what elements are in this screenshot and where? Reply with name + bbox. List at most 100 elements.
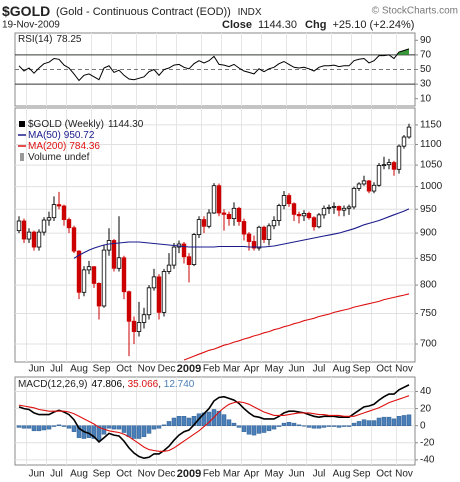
histogram-bar <box>371 420 377 426</box>
x-tick-label: May <box>265 469 284 480</box>
y-tick-label: 90 <box>420 35 432 46</box>
histogram-bar <box>186 417 192 426</box>
histogram-bar <box>266 425 272 432</box>
histogram-bar <box>56 424 62 426</box>
histogram-bar <box>66 425 72 429</box>
y-tick-label: 700 <box>420 339 437 350</box>
x-tick-label: 2009 <box>177 363 201 375</box>
candle-body <box>311 217 317 228</box>
candle-body <box>101 249 107 307</box>
histogram-bar <box>381 416 387 426</box>
histogram-bar <box>86 425 92 438</box>
legend-value: 784.36 <box>69 141 100 152</box>
candle-body <box>76 250 82 293</box>
candle-body <box>71 227 77 252</box>
candle-body <box>51 204 57 219</box>
candle-body <box>231 207 237 220</box>
histogram-bar <box>131 425 137 439</box>
histogram-bar <box>226 419 232 426</box>
x-tick-label: 2009 <box>177 468 201 480</box>
candle-body <box>301 213 307 217</box>
candle-body <box>216 185 222 214</box>
x-tick-label: Dec <box>158 469 176 480</box>
histogram-bar <box>291 422 297 426</box>
candle-body <box>181 243 187 258</box>
legend-name: $GOLD (Weekly) <box>28 119 104 130</box>
candle-body <box>81 269 87 293</box>
x-tick-label: Aug <box>333 364 351 375</box>
x-tick-label: Sep <box>353 469 371 480</box>
histogram-bar <box>261 425 267 433</box>
histogram-bar <box>296 424 302 426</box>
histogram-bar <box>396 416 402 426</box>
x-tick-label: Jun <box>288 469 304 480</box>
candle-body <box>376 165 382 186</box>
y-tick-label: 10 <box>420 93 432 104</box>
candle-body <box>251 241 257 249</box>
y-tick-label: -20 <box>420 437 435 448</box>
candle-body <box>221 212 227 215</box>
candle-body <box>36 231 42 248</box>
panel-title: RSI(14) 78.25 <box>18 34 82 45</box>
chg-value: +25.10 (+2.24%) <box>333 19 415 31</box>
x-tick-label: Feb <box>203 364 221 375</box>
histogram-bar <box>286 422 292 426</box>
chg-label: Chg <box>305 19 326 31</box>
candle-body <box>121 257 127 293</box>
histogram-bar <box>46 425 52 430</box>
instrument-name: (Gold - Continuous Contract (EOD)) <box>56 6 231 18</box>
x-tick-label: Jun <box>28 469 44 480</box>
histogram-bar <box>401 415 407 426</box>
date: 19-Nov-2009 <box>2 20 60 31</box>
candle-body <box>291 203 297 215</box>
candle-body <box>151 276 157 289</box>
x-tick-label: Aug <box>70 469 88 480</box>
candle-body <box>41 219 47 233</box>
histogram-bar <box>31 425 37 432</box>
separator: , <box>122 379 128 390</box>
legend-value: 950.72 <box>64 130 95 141</box>
y-tick-label: 800 <box>420 280 437 291</box>
histogram-bar <box>241 425 247 432</box>
histogram-bar <box>21 425 27 429</box>
histogram-bar <box>376 417 382 426</box>
indicator-value: 78.25 <box>56 34 81 45</box>
candle-body <box>31 231 37 248</box>
candle-body <box>211 185 217 214</box>
y-tick-label: 850 <box>420 253 437 264</box>
candle-body <box>401 136 407 147</box>
candle-body <box>161 271 167 313</box>
candle-body <box>86 266 92 271</box>
histogram-bar <box>136 425 142 439</box>
histogram-bar <box>321 425 327 428</box>
y-tick-label: 750 <box>420 308 437 319</box>
candle-body <box>396 145 402 170</box>
y-tick-label: 40 <box>420 386 432 397</box>
x-tick-label: Jul <box>50 364 63 375</box>
indicator-name: MACD(12,26,9) <box>18 379 87 390</box>
histogram-bar <box>326 425 332 427</box>
histogram-bar <box>156 425 162 429</box>
histogram-bar <box>91 425 97 439</box>
candle-body <box>261 226 267 240</box>
histogram-bar <box>316 425 322 429</box>
credit: © StockCharts.com <box>372 6 458 17</box>
candle-body <box>196 219 202 235</box>
x-tick-label: Oct <box>116 364 132 375</box>
candle-body <box>131 320 137 332</box>
candle-body <box>236 207 242 222</box>
histogram-bar <box>236 425 242 428</box>
legend-entry: Volume undef <box>28 152 90 163</box>
histogram-bar <box>76 425 82 438</box>
histogram-bar <box>146 425 152 434</box>
histogram-bar <box>171 417 177 426</box>
x-tick-label: Sep <box>93 364 111 375</box>
y-tick-label: 30 <box>420 79 432 90</box>
candle-body <box>321 207 327 216</box>
candle-body <box>391 162 397 170</box>
legend-icon <box>19 121 25 127</box>
histogram-bar <box>141 425 147 438</box>
x-tick-label: Apr <box>244 469 260 480</box>
macd-line <box>18 384 410 460</box>
candle-body <box>381 164 387 167</box>
